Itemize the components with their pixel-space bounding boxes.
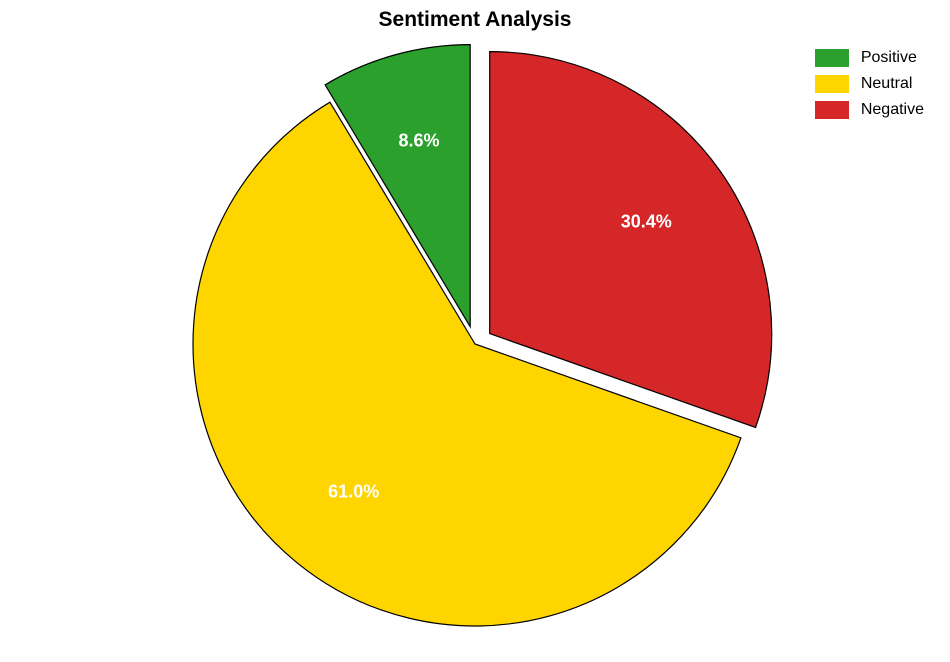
pie-chart: Sentiment Analysis 8.6%61.0%30.4% Positi…	[0, 0, 950, 662]
pie-slice-label-neutral: 61.0%	[328, 481, 379, 501]
legend: Positive Neutral Negative	[815, 46, 924, 124]
legend-item-neutral: Neutral	[815, 72, 924, 96]
pie-svg: 8.6% 61.0% 30.4%	[0, 0, 950, 662]
legend-label-negative: Negative	[861, 98, 924, 122]
pie-slice-label-negative: 30.4%	[621, 212, 672, 232]
legend-label-neutral: Neutral	[861, 72, 913, 96]
legend-item-negative: Negative	[815, 98, 924, 122]
pie-slice-label-positive: 8.6%	[398, 131, 439, 151]
legend-swatch-negative	[815, 101, 849, 119]
legend-label-positive: Positive	[861, 46, 917, 70]
legend-swatch-neutral	[815, 75, 849, 93]
legend-swatch-positive	[815, 49, 849, 67]
legend-item-positive: Positive	[815, 46, 924, 70]
